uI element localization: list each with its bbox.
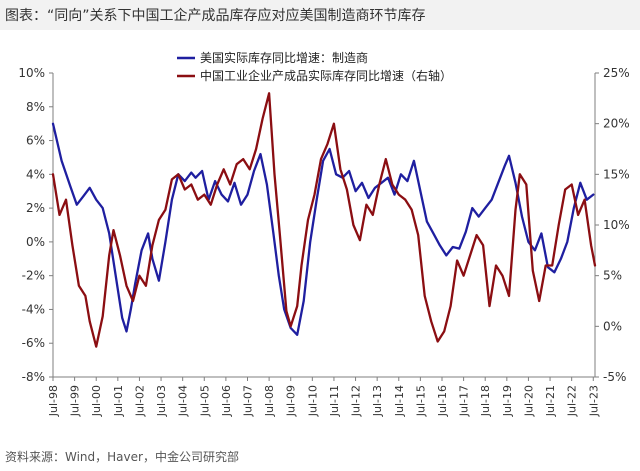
- axes: 10% 8% 6% 4% 2% 0% -2% -4% -6% -8% 25% 20% 15% 10% 5% 0…: [18, 66, 629, 417]
- x-tick-label: Jul-19: [501, 385, 514, 417]
- x-tick-label: Jul-07: [241, 385, 254, 417]
- left-tick-label: -4%: [22, 302, 45, 316]
- china-inventory-line: [51, 92, 597, 348]
- x-tick-label: Jul-23: [587, 385, 600, 417]
- right-tick-label: -5%: [603, 370, 626, 384]
- series-lines: [51, 92, 597, 348]
- x-tick-label: Jul-02: [133, 385, 146, 417]
- left-tick-label: 6%: [26, 134, 45, 148]
- x-tick-label: Jul-08: [263, 385, 276, 417]
- left-tick-label: 2%: [26, 201, 45, 215]
- x-tick-label: Jul-14: [393, 385, 406, 417]
- right-tick-label: 0%: [603, 319, 622, 333]
- x-tick-label: Jul-01: [112, 385, 125, 417]
- x-tick-label: Jul-12: [350, 385, 363, 417]
- x-tick-label: Jul-04: [177, 385, 190, 417]
- x-tick-label: Jul-10: [306, 385, 319, 417]
- right-tick-label: 20%: [603, 117, 630, 131]
- x-tick-label: Jul-15: [414, 385, 427, 417]
- legend-label-us: 美国实际库存同比增速：制造商: [200, 50, 368, 65]
- x-tick-label: Jul-09: [285, 385, 298, 417]
- left-tick-label: -8%: [22, 370, 45, 384]
- us-inventory-line: [51, 122, 595, 336]
- left-tick-label: 4%: [26, 167, 45, 181]
- left-tick-label: 8%: [26, 100, 45, 114]
- x-tick-label: Jul-11: [328, 385, 341, 417]
- x-tick-label: Jul-21: [544, 385, 557, 417]
- left-tick-label: 10%: [18, 66, 45, 80]
- x-tick-label: Jul-18: [479, 385, 492, 417]
- x-tick-label: Jul-00: [90, 385, 103, 417]
- left-tick-label: -6%: [22, 336, 45, 350]
- source-note: 资料来源：Wind，Haver，中金公司研究部: [5, 450, 239, 464]
- x-tick-label: Jul-05: [198, 385, 211, 417]
- x-tick-label: Jul-98: [47, 385, 60, 417]
- chart-title: 图表：“同向”关系下中国工企产成品库存应对应美国制造商环节库存: [5, 8, 426, 24]
- right-tick-label: 5%: [603, 269, 622, 283]
- legend-label-china: 中国工业企业产成品实际库存同比增速（右轴）: [200, 68, 452, 83]
- x-tick-label: Jul-17: [458, 385, 471, 417]
- x-tick-label: Jul-20: [522, 385, 535, 417]
- x-tick-label: Jul-06: [220, 385, 233, 417]
- title-bar: 图表：“同向”关系下中国工企产成品库存应对应美国制造商环节库存: [0, 0, 640, 30]
- x-tick-label: Jul-22: [566, 385, 579, 417]
- x-tick-label: Jul-16: [436, 385, 449, 417]
- left-tick-label: 0%: [26, 235, 45, 249]
- x-tick-label: Jul-13: [371, 385, 384, 417]
- right-tick-label: 15%: [603, 167, 630, 181]
- right-tick-label: 25%: [603, 66, 630, 80]
- right-tick-label: 10%: [603, 218, 630, 232]
- x-tick-label: Jul-03: [155, 385, 168, 417]
- x-tick-label: Jul-99: [69, 385, 82, 417]
- left-tick-label: -2%: [22, 269, 45, 283]
